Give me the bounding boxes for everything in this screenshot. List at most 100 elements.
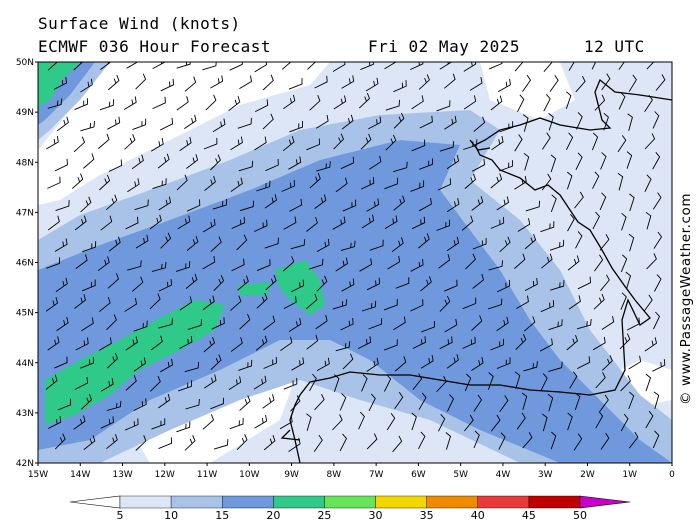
- wind-barb: [463, 95, 477, 110]
- wind-barb: [288, 78, 303, 90]
- wind-barb: [175, 261, 191, 272]
- wind-barb: [316, 238, 330, 252]
- wind-barb: [54, 433, 66, 450]
- wind-barb: [620, 254, 628, 273]
- wind-barb: [418, 233, 430, 249]
- wind-barb: [213, 275, 225, 292]
- wind-barb: [279, 415, 293, 430]
- wind-speed-legend: 5 10 15 20 25 30 35 40 45 50: [69, 495, 631, 522]
- wind-barb: [628, 74, 637, 92]
- wind-barb: [133, 357, 147, 372]
- wind-barb: [202, 218, 216, 233]
- wind-barb: [106, 314, 117, 331]
- wind-barb: [131, 276, 144, 292]
- wind-barb: [151, 418, 166, 430]
- wind-barb: [314, 75, 328, 89]
- wind-barb: [383, 374, 392, 392]
- wind-barb: [437, 414, 446, 432]
- wind-barb: [203, 137, 218, 150]
- wind-barb: [653, 311, 661, 330]
- wind-barb: [231, 216, 245, 229]
- wind-barb: [124, 298, 137, 312]
- wind-barb: [575, 75, 586, 93]
- wind-barb: [228, 96, 241, 111]
- wind-barb: [56, 316, 69, 332]
- legend-swatch: [119, 495, 172, 509]
- wind-barb: [210, 75, 224, 89]
- wind-barb: [600, 432, 610, 450]
- wind-barb: [262, 113, 274, 130]
- wind-barb: [335, 257, 349, 272]
- wind-barb: [53, 76, 67, 90]
- wind-barb: [645, 211, 652, 230]
- lon-tick-label: 9W: [284, 470, 299, 480]
- lon-tick-label: 10W: [239, 470, 259, 480]
- wind-barb: [315, 314, 328, 330]
- wind-barb: [543, 94, 551, 112]
- wind-barb: [499, 395, 509, 413]
- wind-barb: [185, 398, 200, 410]
- wind-barb: [463, 414, 474, 432]
- wind-barb: [332, 414, 343, 431]
- wind-barb: [471, 196, 484, 211]
- wind-barb: [159, 117, 174, 131]
- wind-barb: [160, 78, 174, 92]
- wind-barb: [335, 177, 348, 193]
- wind-barb: [185, 273, 198, 289]
- wind-barb: [412, 336, 426, 349]
- wind-barb: [133, 320, 148, 332]
- wind-barb: [253, 375, 267, 390]
- wind-barb: [620, 413, 629, 432]
- wind-barb: [264, 194, 278, 209]
- wind-barb: [418, 74, 430, 90]
- wind-barb: [238, 359, 253, 371]
- wind-barb: [126, 62, 139, 69]
- wind-barb: [158, 318, 173, 329]
- wind-barb: [239, 395, 251, 411]
- wind-barb: [540, 300, 555, 313]
- legend-swatch: [222, 495, 274, 509]
- wind-barb: [550, 431, 557, 450]
- legend-tick-label: 25: [317, 509, 331, 522]
- wind-barb: [652, 192, 662, 210]
- wind-barb: [391, 237, 404, 253]
- wind-barb: [306, 138, 320, 151]
- wind-barb: [490, 414, 501, 432]
- wind-barb: [202, 62, 217, 71]
- wind-barb: [127, 260, 142, 271]
- wind-barb: [283, 296, 297, 309]
- wind-barb: [644, 174, 652, 192]
- longitude-axis: 15W 14W 13W 12W 11W 10W 9W 8W 7W 6W 5W 4W 3W 2W 1W 0: [28, 463, 675, 480]
- wind-barb: [340, 317, 354, 331]
- wind-barb: [496, 196, 510, 211]
- wind-barb: [383, 339, 398, 351]
- wind-barb: [473, 430, 480, 449]
- wind-barb: [491, 136, 504, 151]
- lon-tick-label: 6W: [411, 470, 426, 480]
- wind-barb: [629, 193, 635, 212]
- wind-barb: [628, 355, 642, 370]
- wind-barb: [464, 173, 477, 189]
- wind-barb: [446, 394, 455, 412]
- wind-barb: [231, 258, 245, 272]
- wind-barb: [340, 156, 355, 170]
- wind-barb: [160, 358, 173, 373]
- wind-barb: [516, 412, 526, 430]
- wind-barb: [523, 316, 536, 332]
- wind-barb: [184, 76, 197, 92]
- wind-barb: [387, 255, 401, 270]
- forecast-time: 12 UTC: [584, 37, 645, 56]
- wind-barb: [626, 151, 633, 169]
- wind-barb: [151, 261, 167, 273]
- wind-barb: [228, 376, 242, 390]
- wind-barb: [522, 74, 532, 92]
- wind-barb: [47, 336, 60, 351]
- wind-barb: [654, 274, 662, 292]
- wind-barb: [565, 132, 574, 150]
- wind-barb: [342, 199, 357, 212]
- wind-barb: [229, 62, 243, 71]
- wind-barb: [152, 178, 167, 190]
- wind-barb: [393, 161, 408, 173]
- wind-barb: [309, 172, 321, 189]
- wind-barb: [106, 434, 118, 450]
